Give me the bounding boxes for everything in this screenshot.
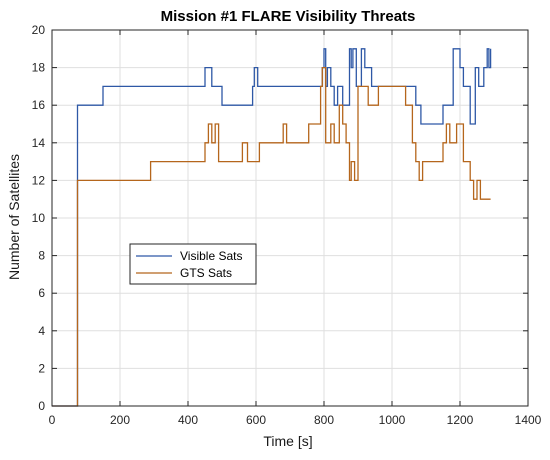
x-tick-label: 600 [246, 413, 266, 427]
x-tick-label: 400 [178, 413, 198, 427]
y-tick-label: 8 [38, 249, 45, 263]
series-group [52, 48, 492, 407]
y-tick-label: 16 [32, 98, 46, 112]
axes [51, 29, 529, 407]
legend-label-visible-sats: Visible Sats [180, 249, 242, 263]
grid [51, 29, 529, 407]
x-tick-label: 200 [110, 413, 130, 427]
legend: Visible Sats GTS Sats [129, 243, 257, 285]
x-axis-label: Time [s] [263, 433, 312, 449]
y-tick-label: 4 [38, 324, 45, 338]
y-axis-label: Number of Satellites [6, 154, 22, 280]
y-tick-label: 14 [32, 136, 46, 150]
legend-box [129, 243, 257, 285]
y-tick-label: 12 [32, 173, 46, 187]
y-tick-label: 10 [32, 211, 46, 225]
chart-title: Mission #1 FLARE Visibility Threats [161, 8, 416, 25]
x-tick-label: 1400 [515, 413, 542, 427]
x-tick-label: 1200 [447, 413, 474, 427]
x-tick-label: 800 [314, 413, 334, 427]
y-tick-label: 18 [32, 61, 46, 75]
x-tick-label: 0 [49, 413, 56, 427]
y-tick-label: 20 [32, 23, 46, 37]
y-tick-label: 0 [38, 399, 45, 413]
x-tick-label: 1000 [379, 413, 406, 427]
series-line-visible-sats [52, 48, 492, 407]
series-line-gts-sats [52, 66, 491, 407]
tick-labels: 0 200 400 600 800 1000 1200 1400 0 2 4 6 8 10 12 14 16 18… [32, 23, 542, 427]
y-tick-label: 6 [38, 286, 45, 300]
y-tick-label: 2 [38, 361, 45, 375]
legend-label-gts-sats: GTS Sats [180, 266, 232, 280]
